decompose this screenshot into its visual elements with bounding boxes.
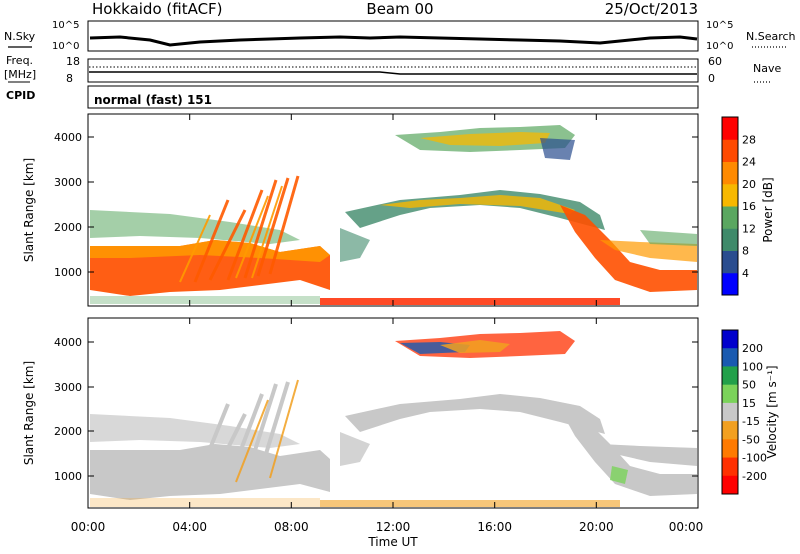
colorbar-cell bbox=[722, 330, 738, 349]
colorbar-cell bbox=[722, 475, 738, 495]
cpid-label: CPID bbox=[6, 89, 35, 102]
colorbar-tick-label: 100 bbox=[742, 360, 763, 373]
nave-label: Nave bbox=[753, 62, 781, 75]
colorbar-cell bbox=[722, 457, 738, 477]
colorbar-tick-label: -200 bbox=[742, 470, 767, 483]
power-y-tick: 3000 bbox=[54, 176, 82, 189]
velocity-colorbar: 200 100 50 15 -15 -50 -100 -200 Velocity [m s⁻¹… bbox=[721, 329, 779, 495]
x-axis-title: Time UT bbox=[367, 535, 418, 549]
colorbar-tick-label: 24 bbox=[742, 156, 756, 169]
colorbar-cell bbox=[722, 402, 738, 422]
x-tick-label: 16:00 bbox=[477, 520, 512, 534]
colorbar-tick-label: 200 bbox=[742, 342, 763, 355]
noise-panel: N.Sky 10^5 10^0 N.Search 10^5 10^0 bbox=[4, 20, 796, 52]
noise-right-tick-bottom: 10^0 bbox=[706, 41, 733, 52]
colorbar-tick-label: 15 bbox=[742, 397, 756, 410]
freq-tick-bottom: 8 bbox=[66, 72, 73, 85]
cpid-value: normal (fast) 151 bbox=[94, 93, 212, 107]
velocity-colorbar-cells bbox=[722, 330, 738, 495]
n-search-label: N.Search bbox=[746, 30, 796, 43]
colorbar-tick-label: 50 bbox=[742, 379, 756, 392]
colorbar-cell bbox=[722, 421, 738, 440]
colorbar-cell bbox=[722, 183, 738, 207]
power-y-tick: 2000 bbox=[54, 221, 82, 234]
x-tick-label: 20:00 bbox=[579, 520, 614, 534]
velocity-y-tick: 4000 bbox=[54, 336, 82, 349]
colorbar-tick-label: 8 bbox=[742, 245, 749, 258]
velocity-y-tick: 2000 bbox=[54, 425, 82, 438]
colorbar-cell bbox=[722, 117, 738, 140]
colorbar-cell bbox=[722, 384, 738, 404]
colorbar-cell bbox=[722, 250, 738, 274]
colorbar-tick-label: -15 bbox=[742, 415, 760, 428]
x-tick-label: 12:00 bbox=[376, 520, 411, 534]
power-colorbar-label: Power [dB] bbox=[761, 177, 775, 242]
power-y-label: Slant Range [km] bbox=[22, 158, 36, 262]
beam-title: Beam 00 bbox=[366, 0, 433, 18]
colorbar-cell bbox=[722, 348, 738, 367]
velocity-y-label: Slant Range [km] bbox=[22, 361, 36, 465]
freq-label-line1: Freq. bbox=[6, 54, 33, 67]
velocity-data-field bbox=[90, 331, 697, 507]
x-tick-label: 08:00 bbox=[274, 520, 309, 534]
x-tick-label: 00:00 bbox=[71, 520, 106, 534]
power-y-axis: 1000 2000 3000 4000 Slant Range [km] bbox=[22, 131, 698, 279]
noise-left-tick-bottom: 10^0 bbox=[52, 41, 79, 52]
velocity-x-ticks bbox=[189, 318, 597, 508]
velocity-y-axis: 1000 2000 3000 4000 Slant Range [km] bbox=[22, 336, 698, 483]
n-sky-label: N.Sky bbox=[4, 30, 36, 43]
x-tick-label: 00:00 bbox=[669, 520, 704, 534]
colorbar-tick-label: -50 bbox=[742, 433, 760, 446]
x-tick-label: 04:00 bbox=[172, 520, 207, 534]
colorbar-tick-label: 4 bbox=[742, 267, 749, 280]
colorbar-tick-label: 20 bbox=[742, 178, 756, 191]
velocity-y-tick: 3000 bbox=[54, 381, 82, 394]
freq-panel: Freq. [MHz] 18 8 Nave 60 0 bbox=[4, 54, 781, 85]
freq-tick-top: 18 bbox=[66, 55, 80, 68]
x-axis-labels: 00:00 04:00 08:00 12:00 16:00 20:00 00:0… bbox=[71, 520, 704, 549]
power-x-ticks bbox=[189, 114, 597, 306]
colorbar-cell bbox=[722, 366, 738, 386]
nave-tick-bottom: 0 bbox=[708, 72, 715, 85]
velocity-colorbar-label: Velocity [m s⁻¹] bbox=[765, 365, 779, 458]
colorbar-tick-label: -100 bbox=[742, 452, 767, 465]
colorbar-cell bbox=[722, 272, 738, 296]
colorbar-cell bbox=[722, 161, 738, 185]
power-colorbar-cells bbox=[722, 117, 738, 296]
date-title: 25/Oct/2013 bbox=[605, 0, 698, 18]
noise-left-tick-top: 10^5 bbox=[52, 20, 79, 31]
colorbar-tick-label: 16 bbox=[742, 200, 756, 213]
colorbar-tick-label: 12 bbox=[742, 222, 756, 235]
station-title: Hokkaido (fitACF) bbox=[92, 0, 223, 18]
power-colorbar: 4 8 12 16 20 24 28 Power [dB] bbox=[721, 116, 775, 296]
power-y-tick: 4000 bbox=[54, 131, 82, 144]
power-y-tick: 1000 bbox=[54, 266, 82, 279]
colorbar-cell bbox=[722, 228, 738, 251]
colorbar-cell bbox=[722, 139, 738, 162]
nave-tick-top: 60 bbox=[708, 55, 722, 68]
power-data-field bbox=[90, 125, 697, 305]
velocity-y-tick: 1000 bbox=[54, 470, 82, 483]
power-panel: 1000 2000 3000 4000 Slant Range [km] bbox=[22, 113, 699, 307]
velocity-panel: 1000 2000 3000 4000 Slant Range [km] bbox=[22, 317, 699, 509]
freq-label-line2: [MHz] bbox=[4, 68, 36, 81]
colorbar-cell bbox=[722, 439, 738, 459]
colorbar-cell bbox=[722, 206, 738, 229]
colorbar-tick-label: 28 bbox=[742, 133, 756, 146]
noise-right-tick-top: 10^5 bbox=[706, 20, 733, 31]
